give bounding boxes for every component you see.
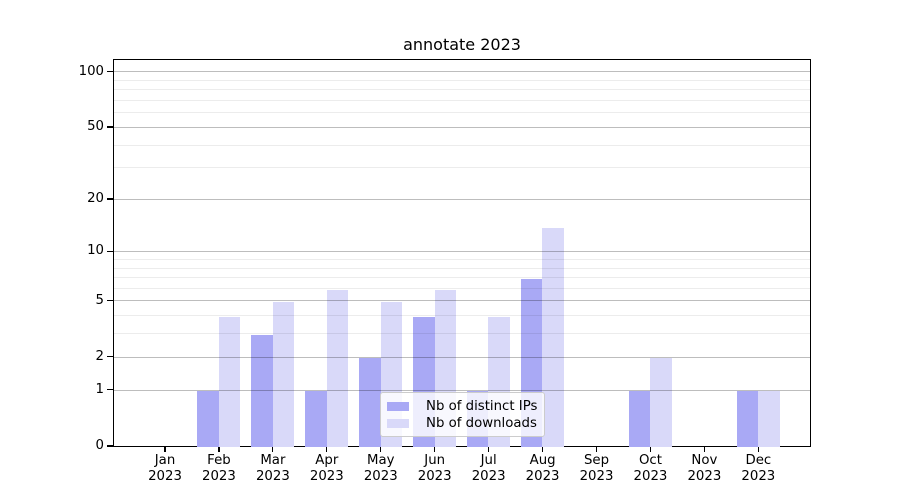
gridline-5 <box>114 300 810 302</box>
ytick-label-2: 2 <box>95 348 104 364</box>
legend-item-distinct-ips: Nb of distinct IPs <box>387 398 538 415</box>
ytick-label-1: 1 <box>95 381 104 397</box>
plot-area <box>113 59 811 448</box>
xtick-label-9: Oct 2023 <box>633 453 668 484</box>
xtick-mark-0 <box>164 447 166 452</box>
gridline-minor-90 <box>114 79 810 81</box>
xtick-mark-7 <box>541 447 544 452</box>
xtick-mark-8 <box>595 447 598 452</box>
bar-ips-3 <box>305 391 327 448</box>
ytick-mark-1 <box>107 389 113 391</box>
bar-ips-9 <box>628 391 651 448</box>
gridline-minor-9 <box>114 259 810 260</box>
gridline-minor-80 <box>114 89 810 91</box>
ytick-label-5: 5 <box>95 292 104 308</box>
ytick-mark-2 <box>107 356 113 358</box>
ytick-label-10: 10 <box>87 243 104 259</box>
xtick-label-10: Nov 2023 <box>687 453 722 484</box>
ytick-mark-0 <box>107 445 113 447</box>
legend-item-downloads: Nb of downloads <box>387 415 537 432</box>
gridline-minor-4 <box>114 315 810 317</box>
xtick-label-4: May 2023 <box>363 453 398 484</box>
gridline-minor-70 <box>114 99 810 101</box>
gridline-minor-7 <box>114 277 810 279</box>
xtick-label-3: Apr 2023 <box>309 453 344 484</box>
gridline-minor-3 <box>114 333 810 335</box>
ytick-label-100: 100 <box>78 63 104 79</box>
legend-swatch-distinct-ips <box>387 402 409 411</box>
legend: Nb of distinct IPs Nb of downloads <box>380 392 545 437</box>
legend-label-downloads: Nb of downloads <box>426 416 537 431</box>
bar-dl-7 <box>542 227 564 448</box>
xtick-label-7: Aug 2023 <box>525 453 560 484</box>
bar-ips-11 <box>736 391 759 448</box>
gridline-minor-8 <box>114 267 810 269</box>
gridline-minor-6 <box>114 287 810 289</box>
gridline-20 <box>114 198 810 200</box>
chart-title: annotate 2023 <box>403 35 521 54</box>
ytick-mark-20 <box>107 198 113 200</box>
xtick-label-11: Dec 2023 <box>741 453 776 484</box>
ytick-label-20: 20 <box>87 191 104 206</box>
bar-dl-3 <box>326 289 349 448</box>
gridline-10 <box>114 251 810 253</box>
xtick-mark-6 <box>488 447 490 452</box>
gridline-50 <box>114 126 810 128</box>
bar-ips-2 <box>251 334 273 448</box>
ytick-label-50: 50 <box>87 119 104 135</box>
bar-ips-4 <box>359 358 381 448</box>
xtick-label-6: Jul 2023 <box>471 453 506 484</box>
gridline-2 <box>114 356 810 358</box>
xtick-label-1: Feb 2023 <box>202 453 236 484</box>
gridline-1 <box>114 389 810 391</box>
xtick-mark-2 <box>272 447 274 452</box>
xtick-mark-10 <box>703 447 705 452</box>
xtick-mark-4 <box>380 447 382 452</box>
gridline-minor-40 <box>114 144 810 146</box>
xtick-label-2: Mar 2023 <box>255 453 290 484</box>
bar-dl-1 <box>218 316 241 448</box>
xtick-mark-11 <box>757 447 759 452</box>
xtick-label-5: Jun 2023 <box>417 453 452 484</box>
xtick-mark-1 <box>218 447 220 452</box>
xtick-label-8: Sep 2023 <box>579 453 614 484</box>
ytick-mark-10 <box>107 250 113 253</box>
ytick-mark-5 <box>107 300 113 302</box>
bar-dl-2 <box>272 302 295 448</box>
legend-label-distinct-ips: Nb of distinct IPs <box>426 399 538 414</box>
bar-dl-11 <box>758 391 780 448</box>
ytick-label-0: 0 <box>95 438 104 453</box>
xtick-mark-9 <box>649 447 652 452</box>
gridline-100 <box>114 71 810 73</box>
xtick-mark-5 <box>434 447 436 452</box>
xtick-mark-3 <box>326 447 328 452</box>
legend-swatch-downloads <box>387 419 409 428</box>
bar-dl-9 <box>650 358 672 448</box>
ytick-mark-100 <box>107 70 113 73</box>
ytick-mark-50 <box>107 126 113 128</box>
gridline-minor-30 <box>114 167 810 169</box>
bar-ips-1 <box>197 391 219 448</box>
xtick-label-0: Jan 2023 <box>148 453 182 484</box>
gridline-minor-60 <box>114 112 810 114</box>
